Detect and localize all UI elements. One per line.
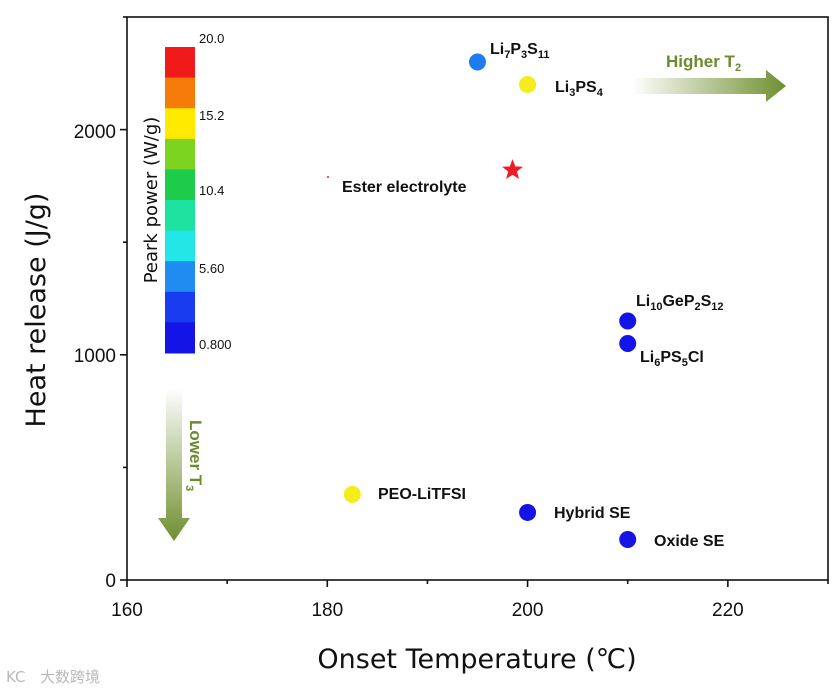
y-tick-label: 2000 [74,122,116,143]
data-point [469,53,486,71]
higher-t2-arrow: Higher T2 [632,52,786,102]
small-red-dot [327,176,329,178]
lower-t3-label: Lower T3 [183,420,205,491]
colorbar-tick-label: 15.2 [199,108,224,123]
colorbar-tick-label: 0.800 [199,337,232,352]
data-point [519,503,537,521]
x-tick-label: 200 [512,600,544,621]
colorbar-tick-label: 10.4 [199,183,224,198]
colorbar-segment [165,200,195,232]
colorbar-tick-label: 20.0 [199,31,224,46]
colorbar-segment [165,261,195,293]
data-point [619,530,637,548]
down-arrow-shape [158,388,190,541]
watermark-text: 大数跨境 [40,668,100,686]
watermark-logo: KC [6,668,26,686]
point-label-hybrid: Hybrid SE [554,505,631,522]
colorbar-segment [165,322,195,354]
plot-frame [126,16,829,581]
y-tick-labels: 0 1000 2000 [74,122,116,592]
x-tick-label: 220 [712,600,744,621]
axis-ticks [120,16,829,587]
point-label-peo: PEO-LiTFSI [378,486,466,503]
colorbar-title: Peark power (W/g) [141,117,162,284]
colorbar-segment [165,169,195,201]
point-labels: Li7P3S11 Li3PS4 Ester electrolyte Li10Ge… [342,41,725,550]
point-label-li7p3s11: Li7P3S11 [490,41,549,61]
y-axis-title: Heat release (J/g) [21,193,52,428]
x-tick-label: 160 [111,600,143,621]
data-point [619,335,637,353]
colorbar-segment [165,108,195,140]
lower-t3-arrow: Lower T3 [158,388,205,541]
right-arrow-shape [632,70,786,102]
y-tick-label: 0 [105,571,116,592]
colorbar-segment [165,230,195,262]
data-point-star [502,159,524,180]
point-label-oxide: Oxide SE [654,533,725,550]
colorbar-tick-label: 5.60 [199,261,224,276]
data-points [343,53,637,548]
x-tick-label: 180 [311,600,343,621]
point-label-li10gep2s12: Li10GeP2S12 [636,293,724,313]
data-point [519,76,537,94]
point-label-ester: Ester electrolyte [342,179,467,196]
higher-t2-label: Higher T2 [666,52,741,74]
point-label-li3ps4: Li3PS4 [555,79,604,99]
colorbar-segment [165,47,195,79]
colorbar-segment [165,77,195,109]
y-tick-label: 1000 [74,346,116,367]
data-point [343,485,361,503]
colorbar-segment [165,291,195,323]
point-label-li6ps5cl: Li6PS5Cl [640,349,704,369]
data-point [619,312,637,330]
colorbar-segment [165,138,195,170]
watermark: KC 大数跨境 [6,668,100,686]
x-tick-labels: 160 180 200 220 [111,600,744,621]
x-axis-title: Onset Temperature (℃) [317,644,636,675]
colorbar [165,47,195,354]
